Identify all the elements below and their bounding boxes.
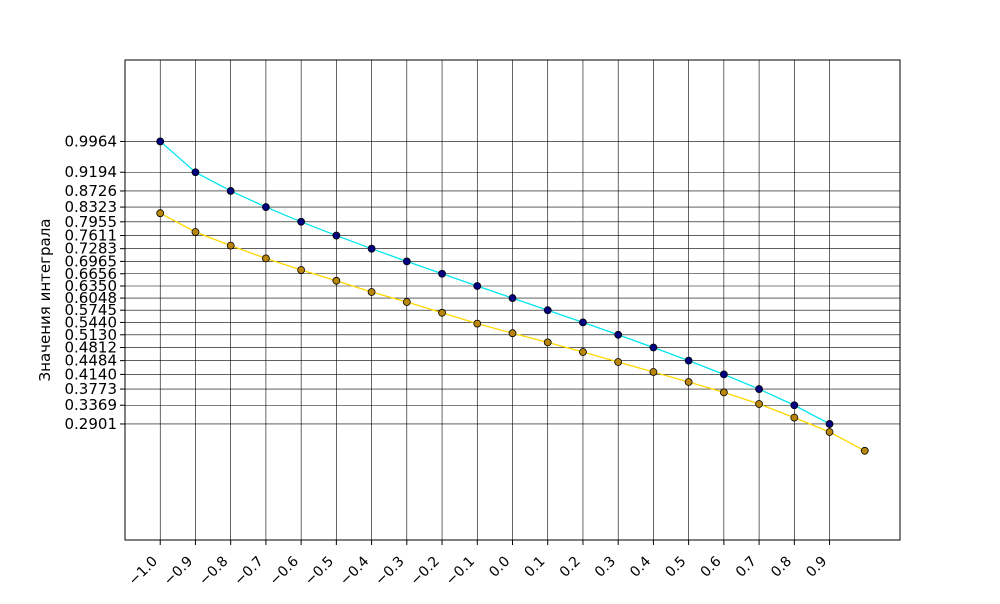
series-2-point (226, 241, 235, 250)
series-1-point (226, 187, 235, 195)
x-tick-label: −1.0 (126, 554, 161, 589)
series-1-point (684, 356, 693, 365)
series-2-point (684, 378, 693, 386)
series-2-point (473, 319, 482, 328)
series-2-point (156, 209, 165, 218)
x-tick-label: −0.3 (372, 554, 407, 589)
y-tick-label: 0.4140 (65, 365, 118, 383)
x-tick-label: 0.1 (521, 554, 548, 581)
y-tick-label: 0.9194 (65, 163, 118, 181)
x-tick-label: −0.1 (443, 554, 478, 589)
y-tick-label: 0.4484 (65, 352, 118, 370)
series-1-point (508, 294, 517, 302)
y-tick-label: 0.5130 (65, 326, 118, 344)
x-tick-label: −0.9 (161, 554, 196, 589)
tick-marks (120, 140, 831, 545)
x-tick-label: 0.0 (486, 554, 513, 581)
series-2-point (402, 298, 411, 306)
x-tick-label: −0.4 (337, 553, 372, 588)
x-tick-label: 0.6 (698, 553, 725, 580)
series-1-point (262, 203, 270, 211)
y-tick-label: 0.8323 (65, 198, 118, 216)
y-tick-label: 0.3369 (65, 396, 118, 414)
y-tick-label: 0.3773 (65, 380, 118, 398)
grid-lines (125, 60, 900, 540)
series-2-point (297, 266, 306, 274)
series-2-point (755, 400, 763, 408)
series-2-point (860, 446, 869, 455)
series-1-point (755, 385, 763, 393)
series-1-point (156, 137, 165, 146)
y-tick-label: 0.7283 (65, 240, 118, 258)
series-2-point (332, 276, 341, 285)
series-points (156, 137, 869, 455)
series-1-point (614, 330, 623, 339)
x-tick-label: −0.2 (408, 554, 443, 589)
y-tick-label: 0.4812 (65, 339, 118, 357)
y-tick-label: 0.7611 (65, 227, 118, 245)
x-tick-label: 0.3 (592, 554, 619, 581)
x-tick-label: 0.8 (768, 554, 795, 581)
y-tick-label: 0.6350 (65, 277, 118, 295)
series-1-point (825, 420, 834, 428)
y-tick-label: 0.9964 (65, 132, 118, 150)
series-2-point (790, 413, 799, 422)
x-tick-label: 0.2 (557, 554, 584, 581)
x-tick-label: 0.7 (733, 554, 760, 581)
y-tick-label: 0.5745 (65, 301, 118, 319)
y-tick-label: 0.7955 (65, 213, 118, 231)
x-tick-label: −0.7 (231, 554, 266, 589)
series-1-point (473, 282, 482, 290)
series-2-point (508, 329, 517, 338)
x-tick-label: 0.9 (803, 554, 830, 581)
series-2-point (191, 228, 200, 236)
series-1-line (159, 140, 830, 425)
y-tick-label: 0.6656 (65, 265, 118, 283)
y-axis-label: Значения интеграла (36, 219, 54, 382)
series-2-point (367, 288, 376, 296)
series-1-point (790, 401, 799, 410)
series-2-point (543, 338, 552, 347)
series-2-point (614, 358, 623, 366)
series-1-point (649, 343, 658, 352)
series-1-point (297, 217, 306, 226)
series-2-point (579, 348, 587, 356)
y-tick-label: 0.6048 (65, 289, 118, 307)
x-tick-label: 0.5 (662, 554, 689, 581)
x-tick-label: −0.6 (267, 553, 302, 588)
series-1-point (367, 244, 376, 253)
y-tick-label: 0.8726 (65, 182, 118, 200)
series-2-point (825, 428, 834, 436)
series-1-point (191, 168, 200, 177)
series-2-point (649, 368, 658, 376)
series-1-point (402, 257, 411, 266)
x-tick-label: −0.8 (196, 554, 231, 589)
y-tick-label: 0.5440 (65, 313, 118, 331)
series-2-point (719, 388, 728, 397)
series-2-point (262, 254, 270, 263)
series-1-point (332, 231, 341, 240)
series-1-point (719, 370, 728, 379)
y-tick-labels: 0.9964 0.91940.87260.83230.79550.76110.72… (65, 132, 118, 433)
series-1-point (438, 269, 446, 278)
series-1-point (543, 306, 552, 315)
x-tick-labels: −1.0 −0.9 −0.8 −0.7 −0.6 −0.5 −0.4 −0.3 −0.2 −0.1… (126, 553, 831, 588)
y-tick-label: 0.6965 (65, 252, 118, 270)
series-1-point (579, 318, 587, 327)
series-2-point (438, 308, 446, 317)
y-tick-label: 0.2901 (65, 415, 118, 433)
x-tick-label: 0.4 (627, 553, 654, 580)
x-tick-label: −0.5 (302, 554, 337, 589)
